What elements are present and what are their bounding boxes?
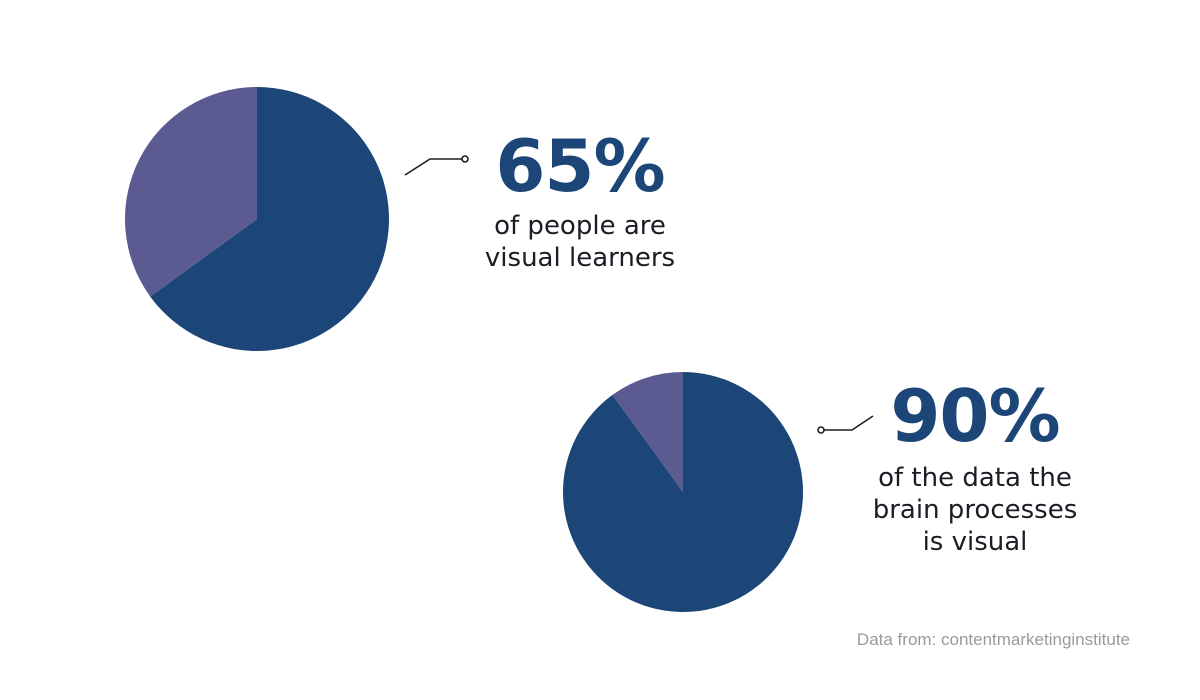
stat-value: 65% [495, 124, 665, 208]
pie-chart-visual-learners [125, 87, 390, 352]
caption-line: of people are [494, 211, 666, 241]
connector-2 [817, 415, 874, 434]
stat-visual-learners: 65% of people are visual learners [440, 130, 720, 274]
stat-value: 90% [890, 374, 1060, 458]
caption-line: visual learners [484, 243, 676, 273]
pie-slice-other [612, 372, 683, 492]
caption-line: of the data the [878, 463, 1072, 493]
source-note: Data from: contentmarketinginstitute [856, 630, 1130, 649]
pie-slice-visual [563, 372, 803, 613]
pie-slice-other [125, 87, 258, 297]
stat-caption: of people are visual learners [440, 210, 720, 274]
pie-chart-visual-data [563, 372, 803, 613]
stat-caption: of the data the brain processes is visua… [845, 462, 1105, 558]
caption-line: brain processes [872, 495, 1078, 525]
caption-line: is visual [922, 527, 1028, 557]
stat-visual-data: 90% of the data the brain processes is v… [845, 380, 1105, 558]
connector-1 [404, 155, 469, 176]
pie-slice-visual-learners [150, 87, 390, 352]
